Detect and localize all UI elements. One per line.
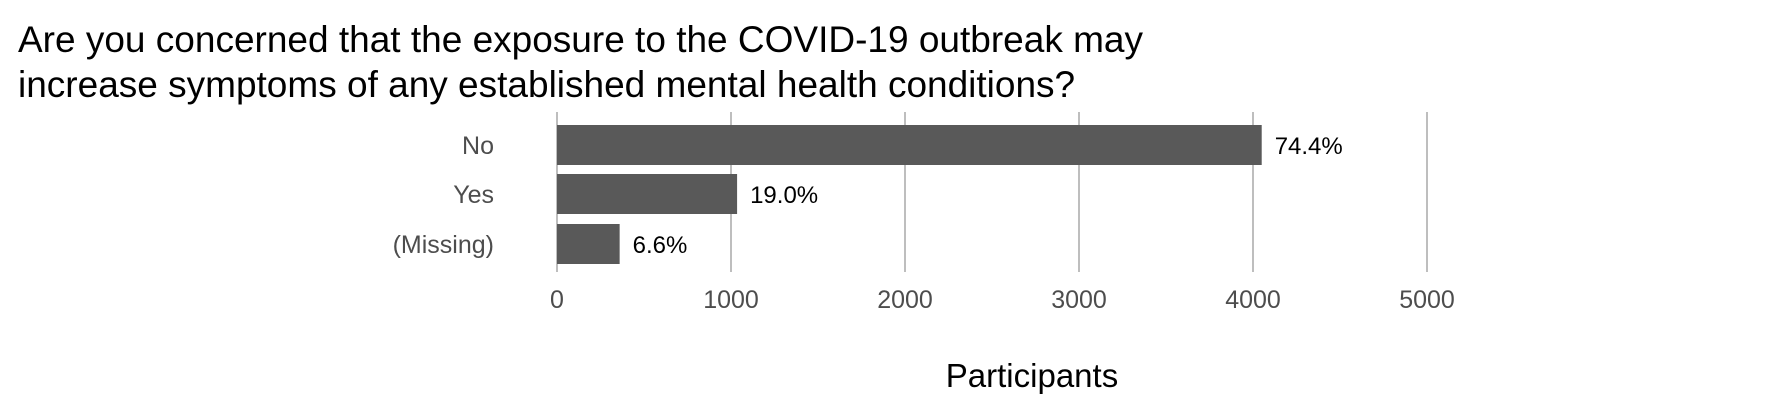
- x-axis-title: Participants: [946, 357, 1118, 394]
- labels: 0 1000 2000 3000 4000 5000 No 74.4% Yes 19.0% (Mis…: [393, 132, 1455, 314]
- category-label: (Missing): [393, 231, 494, 259]
- x-tick-label: 1000: [703, 286, 759, 314]
- bar-data-label: 19.0%: [750, 182, 818, 209]
- x-tick-label: 3000: [1051, 286, 1107, 314]
- x-tick-label: 0: [550, 286, 564, 314]
- bar-data-label: 74.4%: [1275, 133, 1343, 160]
- x-tick-label: 2000: [877, 286, 933, 314]
- bar-data-label: 6.6%: [633, 232, 688, 259]
- bars: [557, 125, 1262, 264]
- bar-1: [557, 125, 1262, 165]
- category-label: Yes: [453, 181, 494, 209]
- bar-2: [557, 174, 738, 214]
- x-tick-label: 4000: [1225, 286, 1281, 314]
- chart-title-line-2: increase symptoms of any established men…: [18, 64, 1075, 105]
- chart-title-line-1: Are you concerned that the exposure to t…: [18, 19, 1144, 60]
- x-tick-label: 5000: [1399, 286, 1455, 314]
- category-label: No: [462, 132, 494, 160]
- bar-3: [557, 224, 620, 264]
